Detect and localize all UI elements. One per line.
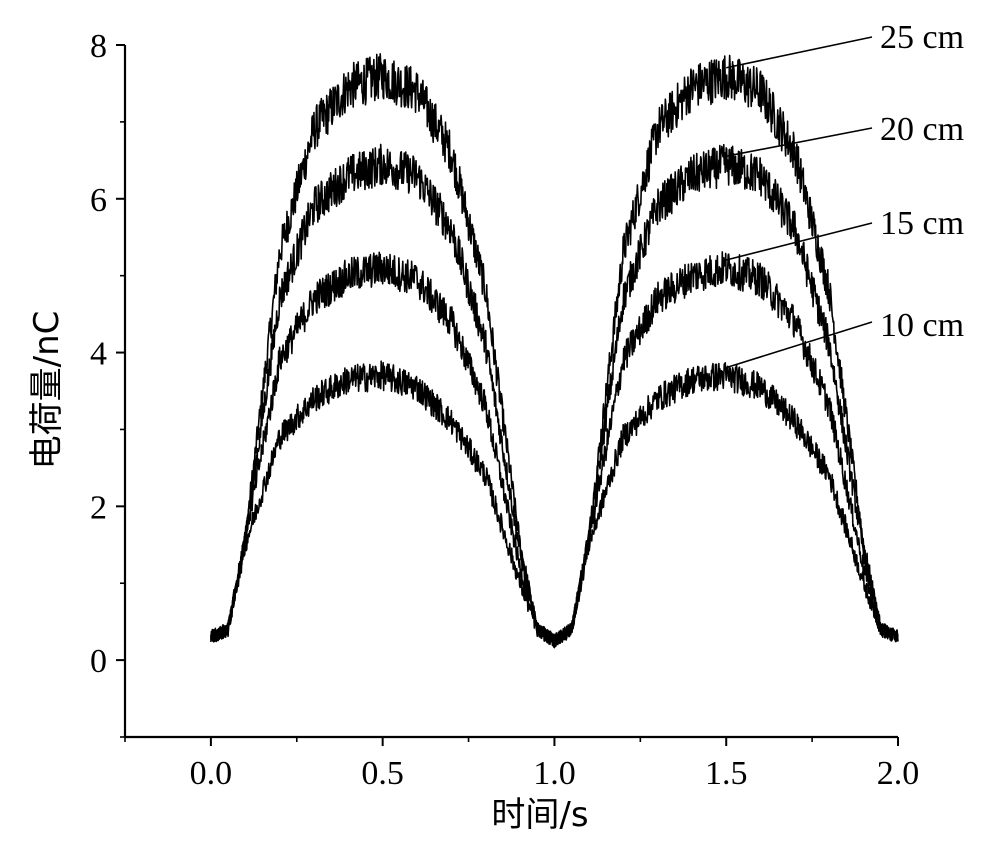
series-label-layer: 25 cm 20 cm 15 cm 10 cm bbox=[725, 19, 964, 369]
series-label: 20 cm bbox=[880, 111, 964, 148]
x-tick-label: 0.5 bbox=[361, 755, 404, 792]
x-axis-ticks: 0.0 0.5 1.0 1.5 2.0 bbox=[124, 737, 920, 792]
y-tick-label: 2 bbox=[90, 489, 107, 526]
x-axis-title: 时间/s bbox=[491, 795, 588, 835]
x-tick-label: 1.5 bbox=[705, 755, 748, 792]
series-leader-line bbox=[726, 222, 873, 261]
series-line bbox=[210, 52, 899, 649]
series-label: 25 cm bbox=[880, 19, 964, 56]
y-tick-label: 0 bbox=[90, 643, 107, 680]
y-tick-label: 8 bbox=[90, 28, 107, 65]
y-tick-label: 4 bbox=[90, 336, 107, 373]
y-tick-label: 6 bbox=[90, 182, 107, 219]
series-leader-line bbox=[726, 36, 873, 69]
series-label: 10 cm bbox=[880, 307, 964, 344]
series-leader-line bbox=[726, 127, 873, 157]
y-axis-ticks: 0 2 4 6 8 bbox=[90, 28, 125, 738]
series-line bbox=[210, 360, 899, 648]
series-leader-line bbox=[725, 321, 873, 369]
series-layer bbox=[210, 52, 899, 649]
y-axis-title: 电荷量/nC bbox=[27, 311, 67, 470]
series-label: 15 cm bbox=[880, 205, 964, 242]
x-tick-label: 1.0 bbox=[533, 755, 576, 792]
x-tick-label: 2.0 bbox=[877, 755, 920, 792]
x-tick-label: 0.0 bbox=[190, 755, 233, 792]
series-line bbox=[210, 143, 899, 647]
series-line bbox=[210, 251, 899, 648]
plot-frame bbox=[123, 45, 898, 739]
